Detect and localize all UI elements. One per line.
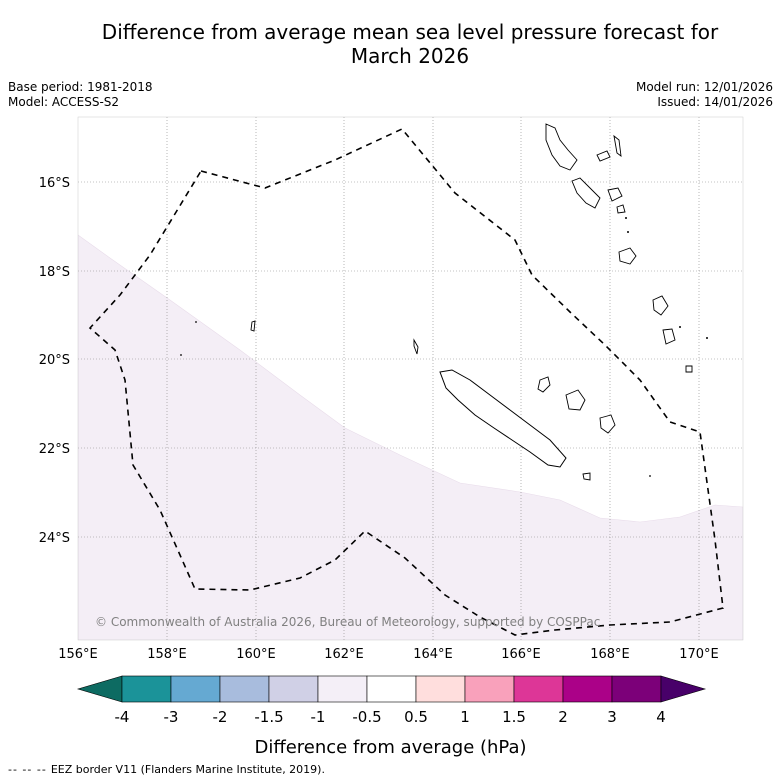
belep-islands: [413, 338, 419, 355]
lon-label-158e: 158°E: [147, 647, 187, 662]
map-frame: [77, 116, 744, 641]
title-line-2: March 2026: [350, 44, 470, 68]
lat-label-18s: 18°S: [39, 265, 70, 280]
copyright-text: © Commonwealth of Australia 2026, Bureau…: [95, 615, 600, 629]
vanuatu-epi: [616, 204, 626, 214]
colorbar-tick-label: 4: [656, 708, 666, 726]
base-period: Base period: 1981-2018: [8, 80, 153, 94]
vanuatu-malakula: [571, 177, 601, 209]
lon-label-156e: 156°E: [58, 647, 98, 662]
colorbar-segment: [219, 675, 270, 703]
colorbar-tick-label: -2: [213, 708, 228, 726]
colorbar-extend-high: [660, 675, 707, 703]
gridlines: [78, 117, 743, 640]
lat-label-22s: 22°S: [39, 442, 70, 457]
lon-label-160e: 160°E: [236, 647, 276, 662]
loyalty-island-mare: [599, 414, 616, 434]
lon-label-168e: 168°E: [590, 647, 630, 662]
vanuatu-erromango: [652, 295, 669, 316]
vanuatu-efate: [618, 247, 637, 265]
colorbar-segment: [317, 675, 368, 703]
colorbar-segment: [611, 675, 662, 703]
small-islet-3: [649, 475, 651, 477]
lon-label-170e: 170°E: [679, 647, 719, 662]
vanuatu-espiritu-santo: [545, 123, 578, 171]
new-caledonia-island: [439, 369, 567, 468]
colorbar-segment: [513, 675, 564, 703]
colorbar-tick-label: 0.5: [404, 708, 428, 726]
colorbar-segment: [562, 675, 613, 703]
lon-label-166e: 166°E: [501, 647, 541, 662]
vanuatu-maewo: [613, 134, 622, 157]
colorbar-label: Difference from average (hPa): [254, 737, 527, 758]
colorbar-segment: [121, 675, 172, 703]
small-islet-4: [625, 217, 627, 219]
colorbar-tick-label: 1: [460, 708, 470, 726]
colorbar-tick-label: -4: [115, 708, 130, 726]
issued-date: Issued: 14/01/2026: [657, 95, 773, 109]
colorbar-tick-label: 3: [607, 708, 617, 726]
meta-left: Base period: 1981-2018 Model: ACCESS-S2: [8, 80, 153, 110]
colorbar-segment: [268, 675, 319, 703]
eez-border: [88, 128, 724, 636]
chart-title: Difference from average mean sea level p…: [60, 20, 760, 68]
chesterfield-islet: [250, 320, 256, 332]
vanuatu-pentecost: [607, 187, 623, 202]
colorbar-segment: [170, 675, 221, 703]
colorbar: -4 -3 -2 -1.5 -1 -0.5 0.5 1 1.5 2 3 4: [76, 675, 707, 726]
colorbar-tick-label: -0.5: [352, 708, 381, 726]
colorbar-tick-label: 2: [558, 708, 568, 726]
small-islet-1: [195, 321, 197, 323]
loyalty-island-ouvea: [537, 376, 551, 393]
title-line-1: Difference from average mean sea level p…: [101, 20, 719, 44]
lat-label-24s: 24°S: [39, 531, 70, 546]
small-islet-2: [180, 354, 182, 356]
colorbar-tick-label: -1: [311, 708, 326, 726]
meta-right: Model run: 12/01/2026 Issued: 14/01/2026: [636, 80, 773, 110]
lon-label-162e: 162°E: [324, 647, 364, 662]
isle-of-pines: [582, 472, 591, 481]
lat-label-16s: 16°S: [39, 176, 70, 191]
colorbar-tick-label: -1.5: [254, 708, 283, 726]
small-islet-5: [627, 231, 629, 233]
vanuatu-tanna: [662, 328, 676, 345]
longitude-labels: 156°E 158°E 160°E 162°E 164°E 166°E 168°…: [58, 647, 719, 662]
footer-note: -- -- -- EEZ border V11 (Flanders Marine …: [8, 763, 325, 776]
colorbar-segment: [464, 675, 515, 703]
model-name: Model: ACCESS-S2: [8, 95, 120, 109]
eez-legend-text: EEZ border V11 (Flanders Marine Institut…: [50, 763, 325, 776]
colorbar-tick-label: -3: [164, 708, 179, 726]
colorbar-segment: [366, 675, 417, 703]
eez-legend-marker: -- -- --: [8, 763, 47, 776]
vanuatu-ambae: [596, 150, 611, 162]
lat-label-20s: 20°S: [39, 353, 70, 368]
pressure-anomaly-shading: [78, 234, 743, 640]
loyalty-island-lifou: [565, 389, 586, 411]
latitude-labels: 16°S 18°S 20°S 22°S 24°S: [39, 176, 70, 546]
model-run: Model run: 12/01/2026: [635, 80, 773, 94]
small-islet-7: [706, 337, 708, 339]
colorbar-extend-low: [76, 675, 123, 703]
colorbar-tick-label: 1.5: [502, 708, 526, 726]
lon-label-164e: 164°E: [413, 647, 453, 662]
small-islet-6: [679, 326, 681, 328]
vanuatu-aneityum: [685, 365, 693, 373]
colorbar-segment: [415, 675, 466, 703]
